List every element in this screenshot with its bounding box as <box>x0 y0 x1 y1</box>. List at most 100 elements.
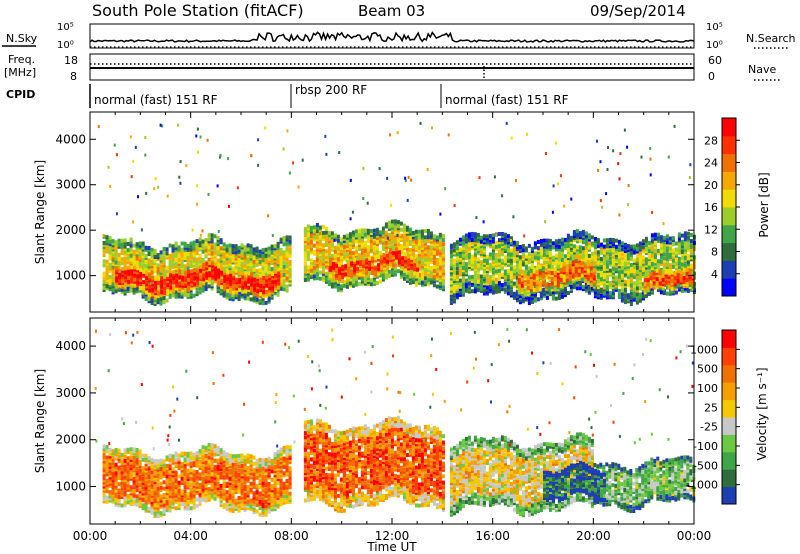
heat-cell <box>635 243 639 248</box>
heat-cell <box>231 244 235 249</box>
heat-cell <box>438 245 442 250</box>
heat-cell <box>226 272 230 277</box>
heat-cell <box>578 245 582 250</box>
heat-cell <box>157 279 161 283</box>
heat-cell <box>470 244 474 249</box>
heat-cell <box>237 294 241 299</box>
heat-cell <box>683 245 687 250</box>
heat-cell <box>338 264 342 269</box>
heat-cell <box>153 253 157 257</box>
heat-cell <box>141 247 145 252</box>
heat-cell <box>503 232 507 237</box>
heat-cell <box>550 281 554 286</box>
heat-cell <box>351 232 355 237</box>
heat-cell <box>130 279 134 284</box>
heat-cell <box>550 271 554 275</box>
heat-cell <box>560 260 564 265</box>
heat-cell <box>371 256 375 261</box>
heat-cell <box>530 300 534 304</box>
heat-cell <box>264 249 268 254</box>
heat-cell <box>429 276 433 281</box>
heat-cell <box>581 234 585 238</box>
heat-cell <box>121 270 125 275</box>
heat-cell <box>500 283 504 288</box>
heat-cell <box>223 287 227 292</box>
heat-cell <box>216 242 220 247</box>
heat-cell <box>580 277 584 282</box>
heat-cell <box>536 297 540 302</box>
heat-cell <box>506 254 510 259</box>
heat-cell <box>123 244 127 249</box>
heat-cell <box>201 239 205 244</box>
heat-cell <box>243 247 247 252</box>
heat-cell <box>306 265 310 270</box>
heat-cell <box>309 272 313 277</box>
heat-cell <box>118 272 122 277</box>
heat-cell <box>569 250 573 255</box>
heat-cell <box>145 290 149 295</box>
heat-cell <box>321 247 325 252</box>
heat-cell <box>329 274 333 278</box>
heat-cell <box>250 278 254 283</box>
heat-cell <box>210 237 214 242</box>
heat-cell <box>256 293 260 298</box>
heat-cell <box>102 273 106 278</box>
heat-cell <box>399 274 403 279</box>
heat-cell <box>545 295 549 300</box>
heat-cell <box>629 302 633 306</box>
heat-cell <box>341 267 345 271</box>
heat-cell <box>399 264 403 269</box>
heat-cell <box>605 262 609 267</box>
heat-cell <box>429 251 433 256</box>
heat-cell <box>309 227 313 232</box>
heat-cell <box>482 258 486 263</box>
heat-cell <box>124 282 128 287</box>
heat-cell <box>670 270 674 275</box>
heat-cell <box>530 289 534 294</box>
heat-cell <box>381 240 385 245</box>
heat-cell <box>662 246 666 251</box>
heat-cell <box>375 240 379 245</box>
heat-cell <box>327 233 331 238</box>
heat-cell <box>198 253 202 258</box>
heat-cell <box>536 246 540 251</box>
heat-cell <box>108 256 112 261</box>
heat-cell <box>213 234 217 239</box>
heat-cell <box>171 293 175 298</box>
heat-cell <box>461 235 465 240</box>
heat-cell <box>270 293 274 298</box>
heat-cell <box>399 227 403 232</box>
heat-cell <box>482 242 486 247</box>
heat-cell <box>357 236 361 241</box>
heat-cell <box>461 276 465 281</box>
heat-cell <box>470 254 474 259</box>
heat-cell <box>563 204 566 208</box>
heat-cell <box>222 252 226 257</box>
heat-cell <box>458 284 462 289</box>
heat-cell <box>656 249 660 253</box>
heat-cell <box>479 262 483 267</box>
heat-cell <box>102 288 106 292</box>
heat-cell <box>476 247 480 252</box>
heat-cell <box>240 243 244 248</box>
heat-cell <box>205 274 209 278</box>
heat-cell <box>515 294 519 299</box>
heat-cell <box>234 262 238 267</box>
heat-cell <box>529 272 533 277</box>
heat-cell <box>408 276 412 281</box>
heat-cell <box>497 281 501 286</box>
heat-cell <box>246 249 250 254</box>
heat-cell <box>500 232 504 236</box>
heat-cell <box>662 289 666 293</box>
heat-cell <box>602 283 606 288</box>
heat-cell <box>162 259 166 264</box>
heat-cell <box>231 268 235 273</box>
heat-cell <box>491 251 495 256</box>
heat-cell <box>432 260 436 265</box>
heat-cell <box>452 279 456 284</box>
heat-cell <box>241 275 245 280</box>
heat-cell <box>132 290 136 295</box>
heat-cell <box>574 263 578 268</box>
heat-cell <box>497 289 501 294</box>
heat-cell <box>497 285 501 290</box>
